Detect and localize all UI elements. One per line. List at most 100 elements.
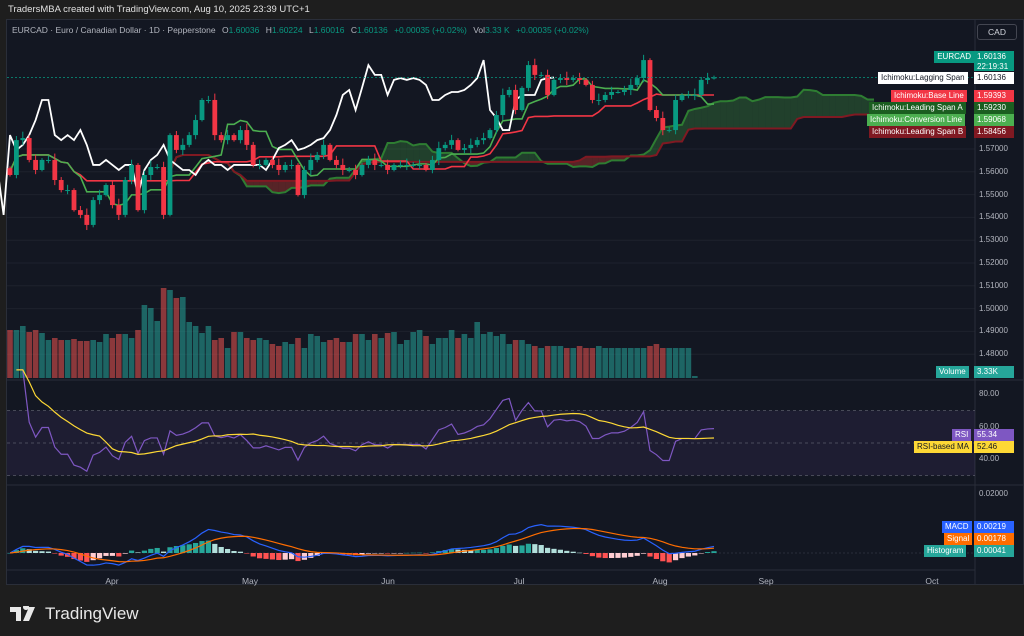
rsi-tick: 40.00 <box>979 454 1000 464</box>
candle-body <box>494 115 499 131</box>
volume-bar <box>141 305 148 378</box>
candle-body <box>276 164 282 170</box>
volume-bar <box>327 340 333 378</box>
histogram-bar <box>378 553 384 554</box>
histogram-bar <box>141 550 147 553</box>
candle-body <box>410 164 416 166</box>
volume-bar <box>160 288 167 378</box>
cloud-segment <box>272 180 279 194</box>
price-tick: 1.56000 <box>979 166 1008 176</box>
lagging-span-value: 1.60136 <box>974 72 1014 84</box>
volume-bar <box>52 338 58 378</box>
volume-bar <box>352 334 359 378</box>
tradingview-logo-icon <box>10 606 35 621</box>
histogram-bar <box>583 553 589 554</box>
candle-body <box>378 164 384 166</box>
cloud-segment <box>854 95 862 115</box>
volume-bar <box>640 348 647 378</box>
candle-body <box>129 164 134 181</box>
price-tick: 1.52000 <box>979 258 1008 267</box>
candle-body <box>430 159 435 170</box>
volume-bar <box>461 334 468 378</box>
histogram-bar <box>621 553 627 558</box>
leading-span-a-value: 1.59230 <box>974 102 1014 114</box>
candle-body <box>71 190 77 211</box>
histogram-bar <box>429 552 435 553</box>
cloud-segment <box>803 89 810 118</box>
month-label: May <box>241 576 259 586</box>
volume-bar <box>186 322 192 378</box>
candle-body <box>199 99 205 121</box>
histogram-bar <box>52 553 58 554</box>
candle-body <box>532 65 538 75</box>
volume-bar <box>103 334 109 378</box>
rsi-line <box>16 369 715 473</box>
histogram-bar <box>250 553 256 557</box>
volume-bar <box>589 348 596 378</box>
histogram-bar <box>26 549 32 553</box>
volume-bar <box>128 338 135 378</box>
tradingview-logo[interactable]: TradingView <box>10 604 139 624</box>
volume-bar <box>378 338 384 378</box>
candle-body <box>33 159 38 170</box>
signal-line <box>9 527 715 563</box>
candle-body <box>538 74 544 76</box>
candle-body <box>711 77 717 79</box>
histogram-bar <box>257 553 263 559</box>
histogram-bar <box>173 546 179 553</box>
candle-body <box>14 140 19 175</box>
histogram-bar <box>13 550 19 553</box>
histogram-bar <box>33 550 39 553</box>
logo-text: TradingView <box>45 604 139 623</box>
volume-bar <box>519 340 525 378</box>
candle-body <box>513 89 518 111</box>
candle-body <box>551 79 557 95</box>
candle-body <box>634 78 640 85</box>
candle-body <box>103 185 109 196</box>
conversion-line-value: 1.59068 <box>974 114 1014 126</box>
histogram-bar <box>237 551 243 553</box>
histogram-bar <box>692 553 698 556</box>
histogram-bar <box>468 550 474 553</box>
candle-body <box>78 210 83 215</box>
volume-bar <box>692 376 698 378</box>
leading-span-a-line <box>169 88 874 195</box>
volume-bar <box>224 348 231 378</box>
candle-body <box>647 60 653 111</box>
volume-bar <box>596 346 602 378</box>
candle-body <box>65 190 70 192</box>
candle-body <box>270 159 275 165</box>
candle-body <box>135 164 141 211</box>
volume-bar <box>564 348 570 378</box>
volume-bar <box>256 338 263 378</box>
month-label: Sep <box>758 576 774 586</box>
volume-bar <box>32 330 39 378</box>
volume-bar <box>116 334 122 378</box>
legend-l-label: L <box>308 25 314 35</box>
candle-body <box>359 164 365 175</box>
histogram-bar <box>570 551 576 553</box>
rsi-tick: 80.00 <box>979 389 1000 399</box>
candle-body <box>673 99 678 131</box>
cloud-segment <box>509 157 516 162</box>
histogram-bar <box>698 553 704 554</box>
leading-span-b-label: Ichimoku:Leading Span B <box>869 126 967 138</box>
candle-body <box>218 135 224 141</box>
volume-bar <box>301 348 308 378</box>
histogram-bar <box>7 553 13 554</box>
candle-body <box>148 167 154 175</box>
histogram-bar <box>551 548 557 553</box>
histogram-bar <box>218 546 224 553</box>
histogram-bar <box>135 552 141 553</box>
histogram-bar <box>276 553 282 561</box>
candle-body <box>206 99 211 101</box>
volume-bar <box>90 340 96 378</box>
candle-body <box>558 78 563 80</box>
currency-button[interactable]: CAD <box>977 24 1017 40</box>
signal-label: Signal <box>944 533 973 545</box>
cloud-segment <box>784 97 791 129</box>
histogram-bar <box>84 553 90 562</box>
histogram-bar <box>679 553 685 559</box>
volume-bar <box>333 338 340 378</box>
cloud-segment <box>739 97 746 129</box>
